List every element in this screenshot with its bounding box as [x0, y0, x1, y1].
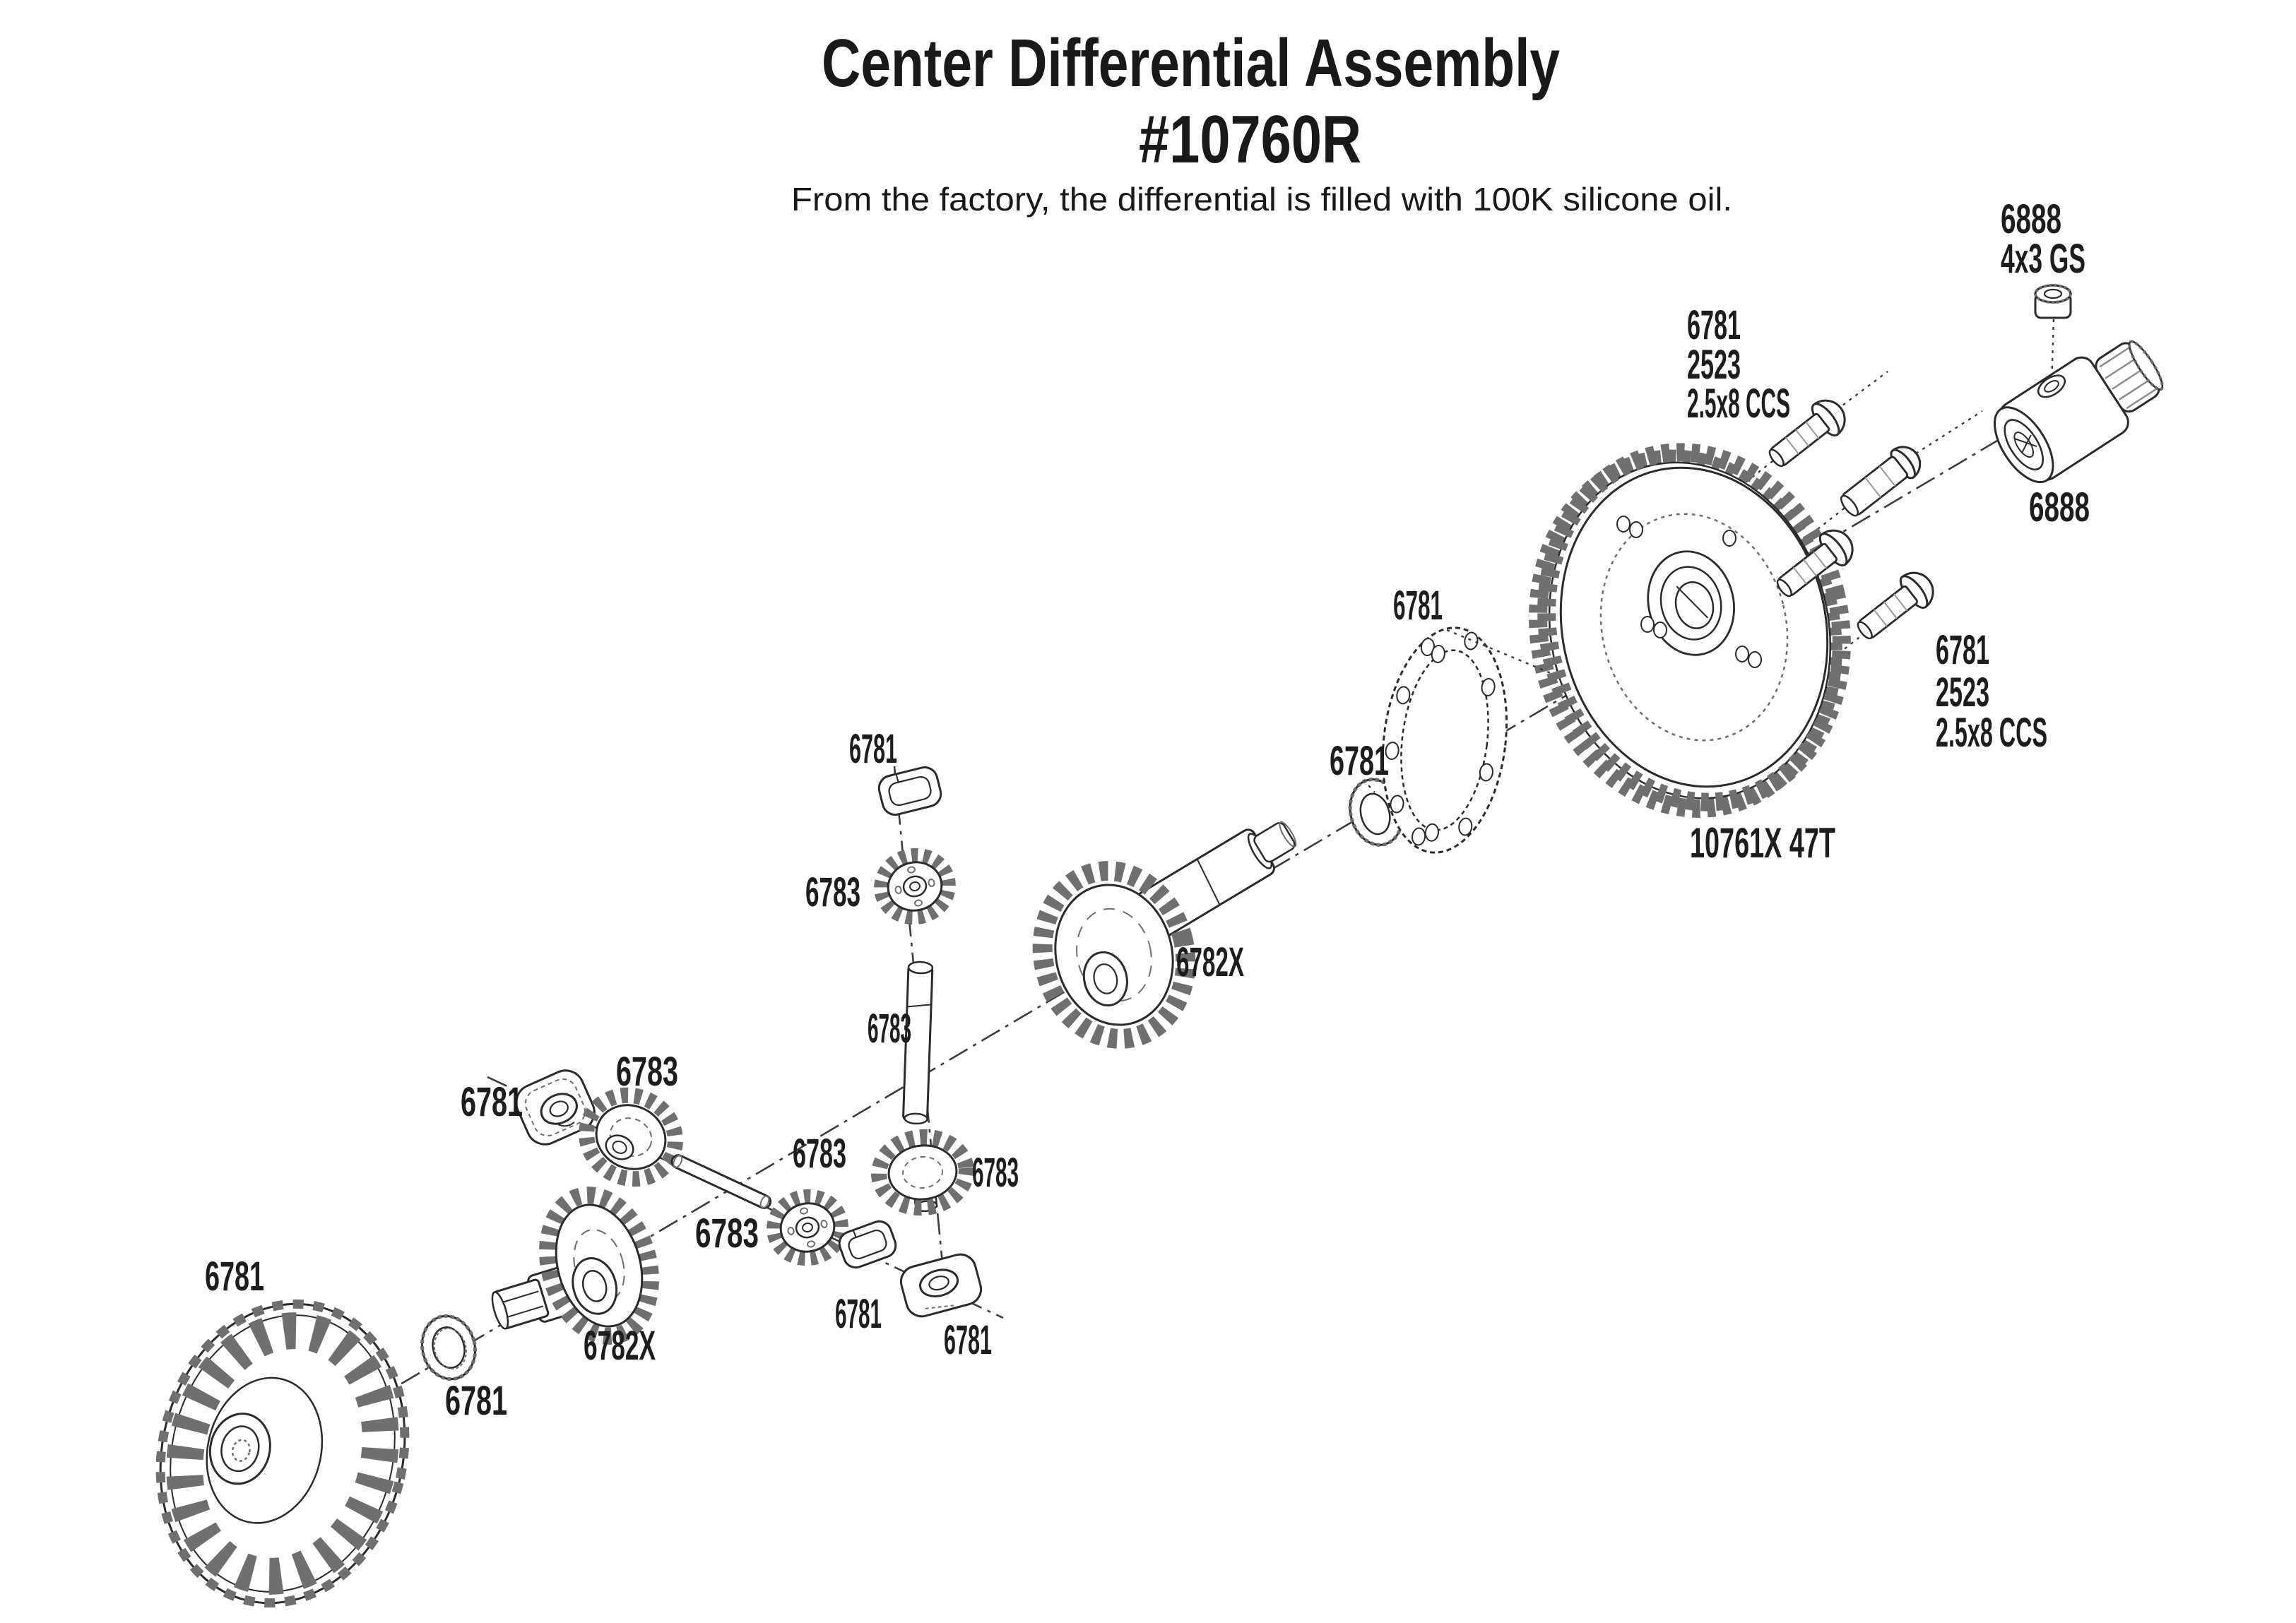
label-spider-gear-lower: 6783 [793, 1131, 846, 1177]
bevel-gear-left [579, 1087, 683, 1187]
label-spur-gear: 10761X 47T [1690, 819, 1835, 867]
gasket [1381, 626, 1508, 854]
label-leaders [1363, 629, 1555, 793]
page-part-number: #10760R [1139, 102, 1361, 177]
output-gear-left [539, 1187, 659, 1345]
pressure-plate-left [515, 1069, 596, 1146]
o-ring [420, 1314, 478, 1381]
diff-housing [155, 1299, 410, 1608]
screw1-upper-dashes [1836, 371, 1888, 410]
pressure-plate-lower [899, 1253, 983, 1318]
label-gasket: 6781 [1393, 583, 1443, 629]
label-screws-right-size: 2.5x8 CCS [1936, 710, 2047, 756]
label-screws-right-1: 6781 [1936, 627, 1989, 673]
title-block: Center Differential Assembly #10760R Fro… [791, 25, 1732, 218]
label-output-gear-left: 6782X [584, 1323, 656, 1369]
screw4-axis-dashes [1787, 627, 1872, 694]
part-labels: 6888 4x3 GS 6781 2523 2.5x8 CCS 6888 678… [205, 196, 2090, 1424]
right-output-shaft [1127, 821, 1297, 944]
label-set-screw-size: 4x3 GS [2001, 236, 2085, 282]
spur-gear [1529, 443, 1851, 818]
label-output-bevel-right: 6782X [1176, 939, 1244, 985]
label-retainer-top: 6781 [849, 726, 897, 772]
bevel-gear-lower [871, 1129, 974, 1216]
factory-note: From the factory, the differential is fi… [791, 181, 1732, 218]
screw-ccs-3 [1776, 529, 1854, 598]
spider-gear-lower [767, 1189, 848, 1266]
pin2-axis-dashes [1771, 498, 1857, 566]
label-set-screw: 6888 [2001, 196, 2061, 242]
output-coupler [1993, 340, 2164, 484]
page-title: Center Differential Assembly [822, 25, 1560, 101]
label-pressure-plate-lower: 6781 [944, 1317, 992, 1363]
pin2-to-coupler-dashes [1915, 410, 1983, 455]
set-screw [2034, 284, 2072, 319]
label-bevel-gear-lower: 6783 [972, 1150, 1019, 1196]
label-pressure-plate-left: 6781 [461, 1079, 523, 1125]
label-screws-top-2: 2523 [1687, 342, 1741, 388]
label-diff-housing: 6781 [205, 1254, 264, 1300]
label-o-ring: 6781 [445, 1378, 507, 1424]
label-retainer-lower: 6781 [835, 1291, 882, 1337]
label-spider-gear-top: 6783 [805, 869, 860, 915]
screw1-axis-dashes [1693, 456, 1780, 523]
spur-gear-face-holes [1616, 516, 1762, 668]
screw-pin-2523 [1840, 446, 1922, 517]
spider-gear-top [874, 848, 956, 925]
label-output-coupler: 6888 [2029, 484, 2090, 530]
label-screws-top-1: 6781 [1687, 302, 1741, 348]
screw-ccs-1 [1768, 399, 1846, 468]
retainer-top [877, 766, 942, 816]
label-cross-pin: 6783 [695, 1211, 759, 1256]
retainer-lower [838, 1220, 897, 1269]
label-bushing-ring: 6781 [1330, 738, 1389, 784]
bushing-ring-leader [1363, 779, 1375, 793]
cross-pin [670, 1154, 772, 1209]
cross-shaft [902, 961, 934, 1125]
screw-ccs-4 [1857, 571, 1934, 640]
label-screws-top-size: 2.5x8 CCS [1687, 381, 1790, 427]
label-bevel-gear-left: 6783 [616, 1049, 678, 1095]
label-screws-right-2: 2523 [1936, 670, 1989, 715]
label-cross-shaft: 6783 [868, 1006, 911, 1052]
output-bevel-right [1032, 861, 1196, 1049]
